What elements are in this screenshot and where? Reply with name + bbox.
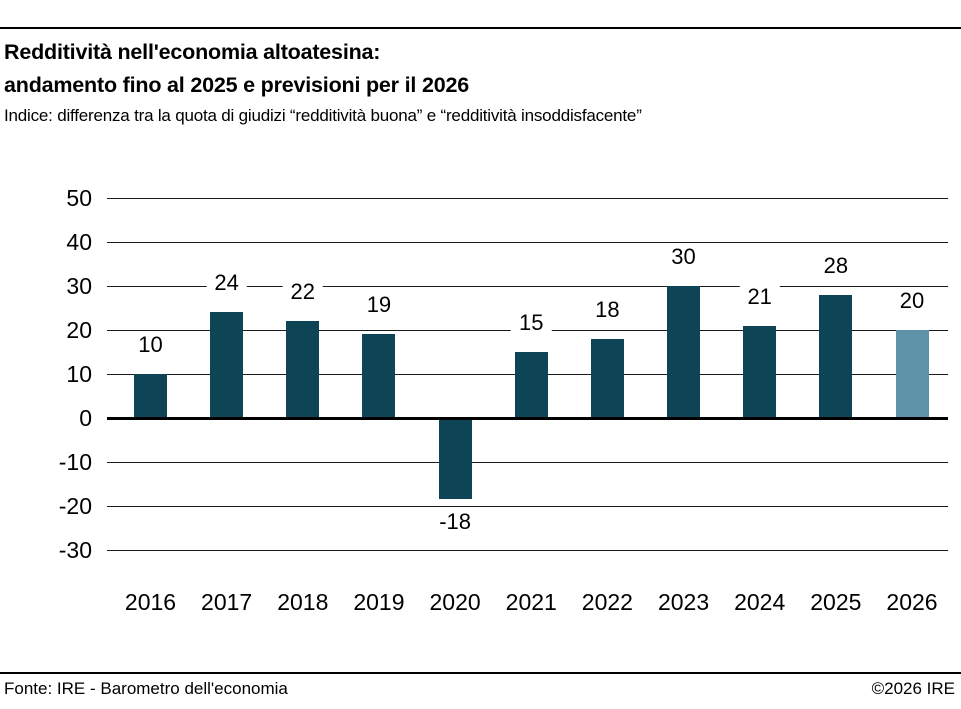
bar-value-2024: 21 xyxy=(739,283,780,310)
bar-2024 xyxy=(743,325,777,418)
x-axis-label-2025: 2025 xyxy=(810,589,862,615)
chart-title-line-1: Redditività nell'economia altoatesina: xyxy=(4,40,381,64)
gridline--20 xyxy=(107,506,948,507)
x-axis-label-2024: 2024 xyxy=(734,589,786,615)
y-axis-label-10: 10 xyxy=(66,361,92,387)
x-axis-label-2019: 2019 xyxy=(353,589,405,615)
x-axis-label-2016: 2016 xyxy=(124,589,177,615)
gridline--30 xyxy=(107,550,948,551)
x-axis-zero-line xyxy=(107,416,948,420)
bar-2017 xyxy=(210,312,244,418)
chart-title: Redditività nell'economia altoatesina: a… xyxy=(4,36,469,102)
gridline--10 xyxy=(107,462,948,463)
y-axis-label-30: 30 xyxy=(66,273,92,299)
bar-value-2018: 22 xyxy=(282,279,324,306)
bar-2023 xyxy=(667,286,701,418)
chart-title-line-2: andamento fino al 2025 e previsioni per … xyxy=(4,73,469,97)
bar-value-2017: 24 xyxy=(206,270,247,297)
gridline-50 xyxy=(107,198,948,199)
bar-2022 xyxy=(590,338,624,418)
bar-value-2019: 19 xyxy=(358,292,400,319)
x-axis-label-2018: 2018 xyxy=(277,589,329,615)
x-axis-label-2017: 2017 xyxy=(201,589,253,615)
gridline-40 xyxy=(107,242,948,243)
bar-value-2022: 18 xyxy=(587,296,628,323)
bar-value-2016: 10 xyxy=(130,332,171,358)
footer-source: Fonte: IRE - Barometro dell'economia xyxy=(4,679,288,698)
bar-value-2021: 15 xyxy=(511,310,552,336)
y-axis-label-40: 40 xyxy=(66,229,92,255)
x-axis-label-2020: 2020 xyxy=(429,589,481,615)
bar-value-2020: -18 xyxy=(431,509,479,536)
top-rule xyxy=(0,27,961,29)
bar-2018 xyxy=(286,321,320,418)
bar-value-2025: 28 xyxy=(815,252,857,279)
bar-2026 xyxy=(895,330,929,418)
footer-rule xyxy=(0,672,961,674)
x-axis-label-2021: 2021 xyxy=(505,589,557,615)
y-axis-label-0: 0 xyxy=(79,405,92,431)
bar-value-2026: 20 xyxy=(891,288,933,314)
bar-2020 xyxy=(438,419,472,499)
bar-2021 xyxy=(514,352,548,418)
y-axis-label--10: -10 xyxy=(58,449,92,475)
y-axis-label-20: 20 xyxy=(66,317,92,343)
x-axis-label-2022: 2022 xyxy=(581,589,633,615)
x-axis-label-2023: 2023 xyxy=(657,589,710,615)
y-axis-label--30: -30 xyxy=(58,537,92,563)
bar-value-2023: 30 xyxy=(663,244,704,270)
bar-2016 xyxy=(134,374,167,418)
y-axis-label--20: -20 xyxy=(58,493,92,519)
x-axis-label-2026: 2026 xyxy=(886,589,938,615)
gridline-30 xyxy=(107,286,948,287)
chart-subtitle: Indice: differenza tra la quota di giudi… xyxy=(4,106,642,125)
bar-2025 xyxy=(819,294,853,418)
y-axis-label-50: 50 xyxy=(66,185,92,211)
bar-2019 xyxy=(362,334,396,418)
footer-copyright: ©2026 IRE xyxy=(871,679,955,698)
